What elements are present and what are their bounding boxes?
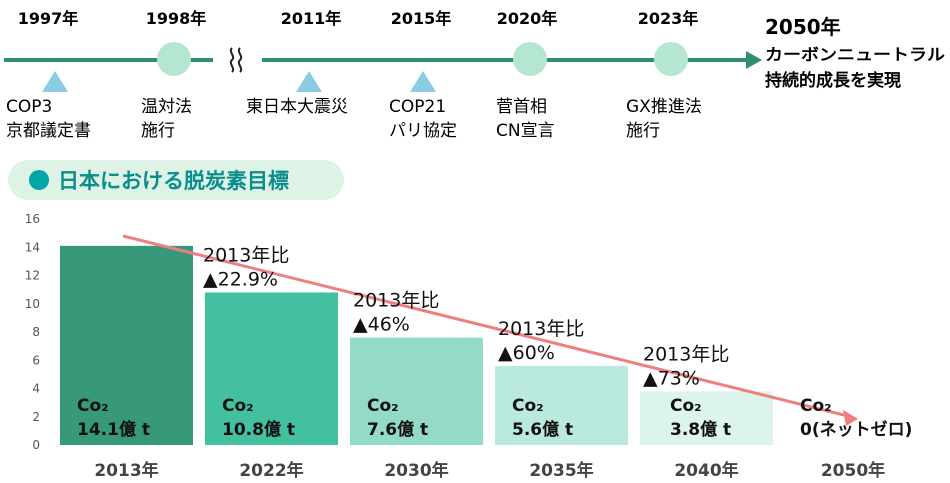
reduction-annotations: 2013年比▲22.9%2013年比▲46% 2013年比▲60% 2013年比▲7… — [203, 244, 729, 389]
reduction-base-label: 2013年比 — [498, 318, 584, 340]
emissions-chart: 0 2 4 6 8 10 12 14 16 Co₂ 14.1億 t Co₂ 10.8億 t Co₂ 7.6… — [25, 212, 913, 481]
bar — [640, 391, 773, 445]
y-tick-label: 4 — [32, 382, 40, 396]
y-tick-label: 6 — [32, 353, 40, 367]
y-axis: 0 2 4 6 8 10 12 14 16 — [25, 212, 40, 452]
bar — [495, 365, 628, 445]
co2-label: Co₂ — [670, 396, 702, 416]
timeline-year-2023: 2023年 — [638, 9, 699, 28]
event-line2: 京都議定書 — [6, 121, 91, 141]
triangle-icon — [410, 71, 436, 92]
reduction-value-label: ▲22.9% — [203, 268, 278, 290]
section-title: 日本における脱炭素目標 — [58, 169, 289, 193]
data-label: 5.6億 t — [512, 419, 573, 440]
timeline-arrowhead-icon — [746, 51, 762, 69]
event-line2: CN宣言 — [496, 121, 555, 141]
x-tick-label: 2030年 — [384, 460, 448, 481]
data-label: 10.8億 t — [222, 419, 295, 440]
reduction-base-label: 2013年比 — [203, 244, 289, 266]
bar — [350, 337, 483, 445]
y-tick-label: 16 — [25, 212, 40, 226]
data-label: 3.8億 t — [670, 419, 731, 440]
co2-label: Co₂ — [512, 396, 544, 416]
trend-arrowhead-icon — [843, 409, 858, 426]
y-tick-label: 10 — [25, 297, 40, 311]
bar — [205, 292, 338, 445]
x-tick-label: 2040年 — [674, 460, 738, 481]
bars — [60, 245, 773, 445]
timeline-year-2020: 2020年 — [497, 9, 558, 28]
x-axis: 2013年 2022年 2030年 2035年 2040年 2050年 — [94, 460, 885, 481]
event-line1: COP3 — [6, 97, 52, 117]
x-tick-label: 2050年 — [821, 460, 885, 481]
event-line2: 施行 — [141, 121, 175, 141]
y-tick-label: 8 — [32, 325, 40, 339]
x-tick-label: 2022年 — [239, 460, 303, 481]
circle-icon — [513, 42, 547, 76]
y-tick-label: 2 — [32, 410, 40, 424]
co2-label: Co₂ — [367, 396, 399, 416]
triangle-icon — [42, 71, 68, 92]
event-line1: 温対法 — [141, 97, 192, 117]
timeline: 1997年 1998年 2011年 2015年 2020年 2023年 COP3… — [4, 9, 945, 141]
goal-line1: カーボンニュートラル — [765, 45, 945, 64]
data-label: 0(ネットゼロ) — [800, 419, 912, 440]
data-label: 7.6億 t — [367, 419, 428, 440]
section-dot-icon — [29, 170, 49, 190]
circle-icon — [654, 42, 688, 76]
goal-line2: 持続的成長を実現 — [765, 70, 901, 91]
y-tick-label: 14 — [25, 240, 40, 254]
co2-label: Co₂ — [77, 396, 109, 416]
timeline-year-2011: 2011年 — [281, 9, 342, 28]
timeline-year-1998: 1998年 — [146, 9, 207, 28]
goal-year: 2050年 — [765, 15, 841, 39]
event-line2: 施行 — [626, 121, 660, 141]
event-line1: COP21 — [389, 97, 446, 117]
timeline-year-2015: 2015年 — [391, 9, 452, 28]
bar — [60, 245, 193, 445]
co2-label: Co₂ — [800, 396, 832, 416]
timeline-break-icon — [229, 47, 243, 73]
event-line1: 菅首相 — [496, 97, 547, 117]
y-tick-label: 12 — [25, 269, 40, 283]
reduction-value-label: ▲60% — [498, 342, 555, 364]
data-label: 14.1億 t — [77, 419, 150, 440]
section-header: 日本における脱炭素目標 — [8, 160, 344, 200]
reduction-value-label: ▲73% — [643, 367, 700, 389]
y-tick-label: 0 — [32, 438, 40, 452]
circle-icon — [157, 42, 191, 76]
section-pill — [8, 160, 344, 200]
event-line1: 東日本大震災 — [246, 97, 348, 117]
event-line2: パリ協定 — [389, 121, 457, 141]
timeline-year-1997: 1997年 — [18, 9, 79, 28]
triangle-icon — [296, 71, 322, 92]
x-tick-label: 2035年 — [529, 460, 593, 481]
reduction-base-label: 2013年比 — [643, 343, 729, 365]
x-tick-label: 2013年 — [94, 460, 158, 481]
trend-arrow — [122, 234, 846, 417]
bar-labels: Co₂ 14.1億 t Co₂ 10.8億 t Co₂ 7.6億 t Co₂ 5.6億 t Co… — [77, 396, 912, 440]
event-line1: GX推進法 — [626, 97, 702, 117]
reduction-value-label: ▲46% — [353, 314, 410, 336]
reduction-base-label: 2013年比 — [353, 290, 439, 312]
co2-label: Co₂ — [222, 396, 254, 416]
